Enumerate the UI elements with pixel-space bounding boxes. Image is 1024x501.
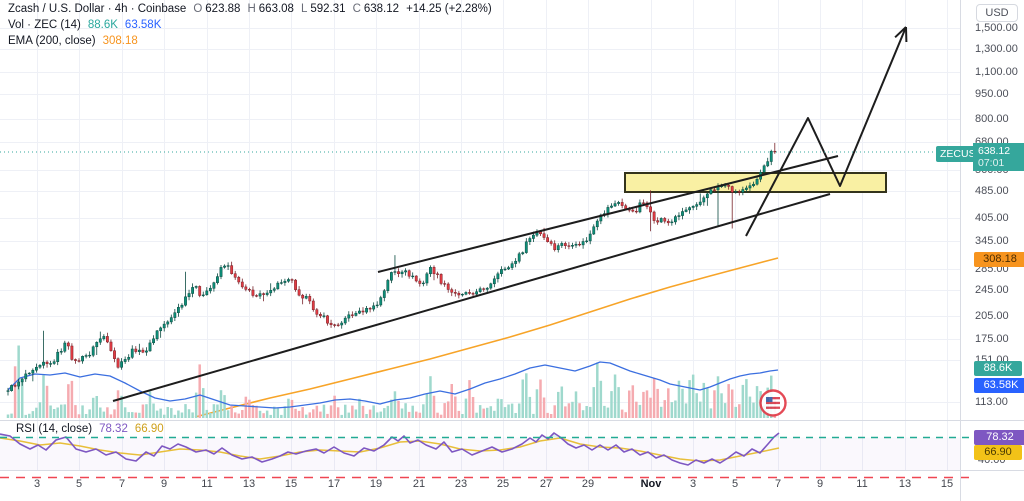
time-tick: 21 bbox=[412, 478, 426, 490]
time-tick: 23 bbox=[454, 478, 468, 490]
time-tick: 11 bbox=[856, 478, 868, 490]
ema-200-line[interactable] bbox=[194, 257, 779, 418]
rsi-pane[interactable] bbox=[0, 432, 960, 478]
price-tick: 1,500.00 bbox=[975, 22, 1018, 34]
time-tick: 7 bbox=[774, 478, 782, 490]
rsi-indicator-title[interactable]: RSI (14, close) bbox=[16, 423, 93, 435]
candles bbox=[6, 142, 777, 396]
arrowhead bbox=[894, 26, 907, 39]
gridlines bbox=[0, 0, 960, 470]
currency-toggle[interactable]: USD bbox=[976, 4, 1018, 22]
rsi-axis-label: 78.32 bbox=[974, 430, 1024, 445]
last-price-value: 638.12 bbox=[978, 145, 1011, 157]
ohlc-low: L 592.31 bbox=[300, 3, 346, 15]
volume-value: 88.6K bbox=[87, 19, 118, 31]
volume-ma-line bbox=[7, 361, 779, 409]
symbol-legend: Zcash / U.S. Dollar · 4h · Coinbase O 623… bbox=[8, 3, 492, 15]
volume-axis-label: 88.6K bbox=[974, 361, 1022, 376]
projection-arrow-line[interactable] bbox=[745, 26, 907, 237]
rsi-legend: RSI (14, close) 78.32 66.90 bbox=[16, 423, 164, 435]
channel-upper-trendline[interactable] bbox=[377, 155, 839, 273]
time-tick: 13 bbox=[898, 478, 912, 490]
price-tick: 245.00 bbox=[975, 284, 1009, 296]
time-tick: 3 bbox=[33, 478, 41, 490]
time-tick: 5 bbox=[75, 478, 83, 490]
ema-legend: EMA (200, close) 308.18 bbox=[8, 35, 138, 47]
price-tick: 485.00 bbox=[975, 185, 1009, 197]
ema-value: 308.18 bbox=[102, 35, 138, 47]
time-tick: 7 bbox=[118, 478, 126, 490]
price-tick: 175.00 bbox=[975, 333, 1009, 345]
price-tick: 1,300.00 bbox=[975, 43, 1018, 55]
time-tick: 25 bbox=[496, 478, 510, 490]
plot-area[interactable] bbox=[0, 0, 960, 478]
symbol-title[interactable]: Zcash / U.S. Dollar · 4h · Coinbase bbox=[8, 3, 187, 15]
bar-countdown: 07:01 bbox=[978, 157, 1005, 169]
ohlc-open: O 623.88 bbox=[193, 3, 241, 15]
price-tick: 950.00 bbox=[975, 88, 1009, 100]
trendline-drawings[interactable] bbox=[112, 26, 908, 402]
rsi-ma-value: 66.90 bbox=[134, 423, 164, 435]
rsi-ma-axis-label: 66.90 bbox=[974, 445, 1022, 460]
volume-indicator-title[interactable]: Vol · ZEC (14) bbox=[8, 19, 81, 31]
volume-legend: Vol · ZEC (14) 88.6K 63.58K bbox=[8, 19, 161, 31]
last-price-label: 638.12 07:01 bbox=[973, 143, 1024, 171]
supply-zone-rectangle[interactable] bbox=[624, 172, 887, 193]
time-tick: 15 bbox=[940, 478, 954, 490]
rsi-line bbox=[0, 432, 780, 466]
time-tick: Nov bbox=[640, 478, 662, 490]
channel-lower-trendline[interactable] bbox=[112, 193, 831, 402]
price-tick: 345.00 bbox=[975, 235, 1009, 247]
time-tick: 11 bbox=[201, 478, 213, 490]
price-tick: 405.00 bbox=[975, 212, 1009, 224]
time-tick: 15 bbox=[284, 478, 298, 490]
price-tick: 1,100.00 bbox=[975, 66, 1018, 78]
time-tick: 27 bbox=[539, 478, 553, 490]
time-tick: 9 bbox=[160, 478, 168, 490]
volume-ma-value: 63.58K bbox=[124, 19, 162, 31]
price-tick: 113.00 bbox=[975, 396, 1008, 408]
volume-histogram bbox=[6, 345, 777, 418]
rsi-value: 78.32 bbox=[99, 423, 128, 435]
time-tick: 17 bbox=[327, 478, 341, 490]
ohlc-close: C 638.12 bbox=[352, 3, 400, 15]
time-tick: 3 bbox=[689, 478, 697, 490]
time-tick: 13 bbox=[242, 478, 256, 490]
time-tick: 29 bbox=[581, 478, 595, 490]
volume-ma-axis-label: 63.58K bbox=[974, 378, 1024, 393]
time-tick: 9 bbox=[816, 478, 824, 490]
price-tick: 800.00 bbox=[975, 113, 1009, 125]
watermark-logo bbox=[759, 389, 787, 417]
time-tick: 19 bbox=[369, 478, 383, 490]
ema-axis-label: 308.18 bbox=[974, 252, 1024, 267]
ema-indicator-title[interactable]: EMA (200, close) bbox=[8, 35, 96, 47]
price-tick: 205.00 bbox=[975, 310, 1009, 322]
time-tick: 5 bbox=[731, 478, 739, 490]
ohlc-high: H 663.08 bbox=[247, 3, 294, 15]
ohlc-change: +14.25 (+2.28%) bbox=[406, 3, 492, 15]
